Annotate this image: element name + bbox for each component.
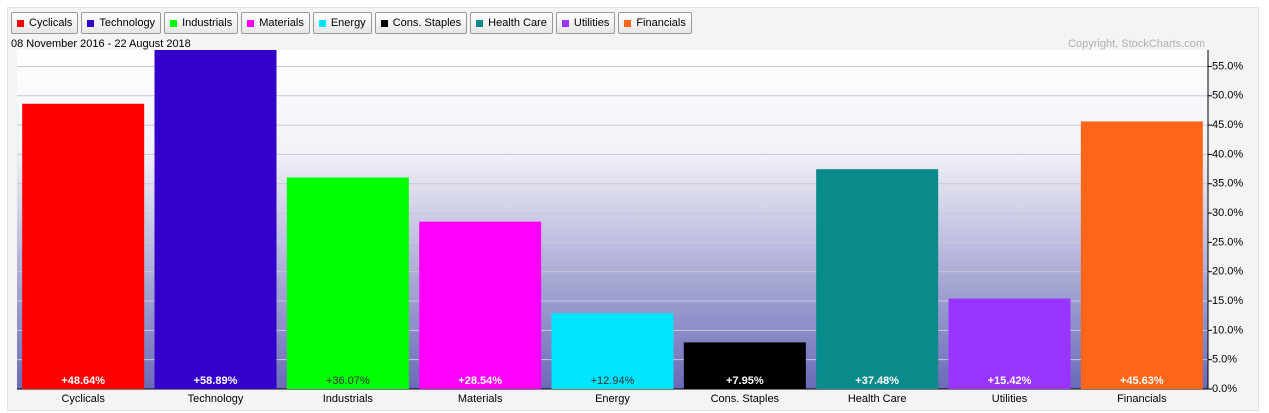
y-tick-label: 10.0% — [1212, 324, 1243, 336]
legend-button[interactable]: Technology — [81, 12, 162, 34]
legend-swatch — [380, 19, 388, 27]
y-tick-label: 20.0% — [1212, 266, 1243, 278]
y-tick-label: 40.0% — [1212, 148, 1243, 160]
legend-button[interactable]: Energy — [312, 12, 372, 34]
value-label: +7.95% — [726, 375, 764, 387]
legend-label: Utilities — [573, 17, 610, 29]
x-tick-label: Cyclicals — [61, 393, 105, 405]
legend: Cyclicals Technology Industrials Materials E… — [11, 12, 692, 34]
legend-swatch — [87, 19, 95, 27]
legend-swatch — [17, 19, 24, 27]
y-tick-label: 0.0% — [1212, 383, 1237, 395]
legend-label: Energy — [330, 17, 366, 29]
legend-button[interactable]: Cyclicals — [11, 12, 79, 34]
bar — [948, 298, 1071, 389]
y-tick-label: 25.0% — [1212, 236, 1243, 248]
x-tick-label: Technology — [188, 393, 244, 405]
bar — [419, 221, 542, 389]
x-tick-label: Industrials — [323, 393, 374, 405]
x-tick-label: Materials — [458, 393, 503, 405]
legend-button[interactable]: Materials — [241, 12, 310, 34]
x-tick-label: Energy — [595, 393, 630, 405]
value-label: +37.48% — [855, 375, 899, 387]
legend-swatch — [561, 19, 569, 27]
y-tick-label: 45.0% — [1212, 119, 1243, 131]
x-tick-label: Financials — [1117, 393, 1167, 405]
legend-label: Health Care — [488, 17, 547, 29]
legend-button[interactable]: Utilities — [555, 12, 616, 34]
value-label: +15.42% — [988, 375, 1032, 387]
legend-label: Technology — [99, 17, 156, 29]
legend-swatch — [170, 19, 178, 27]
legend-swatch — [247, 19, 255, 27]
value-label: +36.07% — [326, 375, 370, 387]
value-label: +12.94% — [591, 375, 635, 387]
legend-button[interactable]: Cons. Staples — [374, 12, 468, 34]
y-tick-label: 35.0% — [1212, 178, 1243, 190]
value-label: +58.89% — [194, 375, 238, 387]
copyright: Copyright, StockCharts.com — [1068, 38, 1205, 50]
x-tick-label: Utilities — [992, 393, 1028, 405]
y-tick-label: 55.0% — [1212, 60, 1243, 72]
value-label: +48.64% — [61, 375, 105, 387]
legend-swatch — [318, 19, 326, 27]
bar — [22, 103, 145, 390]
bar — [1080, 121, 1203, 390]
legend-button[interactable]: Health Care — [470, 12, 553, 34]
bar — [816, 169, 939, 389]
subtitle: 08 November 2016 - 22 August 2018 — [11, 38, 191, 50]
value-label: +45.63% — [1120, 375, 1164, 387]
y-tick-label: 5.0% — [1212, 354, 1237, 366]
bar — [154, 50, 277, 389]
bar — [683, 342, 806, 389]
legend-button[interactable]: Industrials — [164, 12, 239, 34]
legend-button[interactable]: Financials — [618, 12, 692, 34]
y-tick-label: 50.0% — [1212, 90, 1243, 102]
x-tick-label: Cons. Staples — [711, 393, 780, 405]
legend-label: Cons. Staples — [392, 17, 462, 29]
legend-label: Financials — [636, 17, 686, 29]
legend-swatch — [624, 19, 632, 27]
y-tick-label: 30.0% — [1212, 207, 1243, 219]
x-tick-label: Health Care — [848, 393, 907, 405]
legend-swatch — [476, 19, 484, 27]
value-label: +28.54% — [458, 375, 502, 387]
legend-label: Cyclicals — [29, 17, 73, 29]
bar — [286, 177, 409, 389]
bar — [551, 313, 674, 389]
legend-label: Industrials — [182, 17, 233, 29]
legend-label: Materials — [259, 17, 304, 29]
y-tick-label: 15.0% — [1212, 295, 1243, 307]
